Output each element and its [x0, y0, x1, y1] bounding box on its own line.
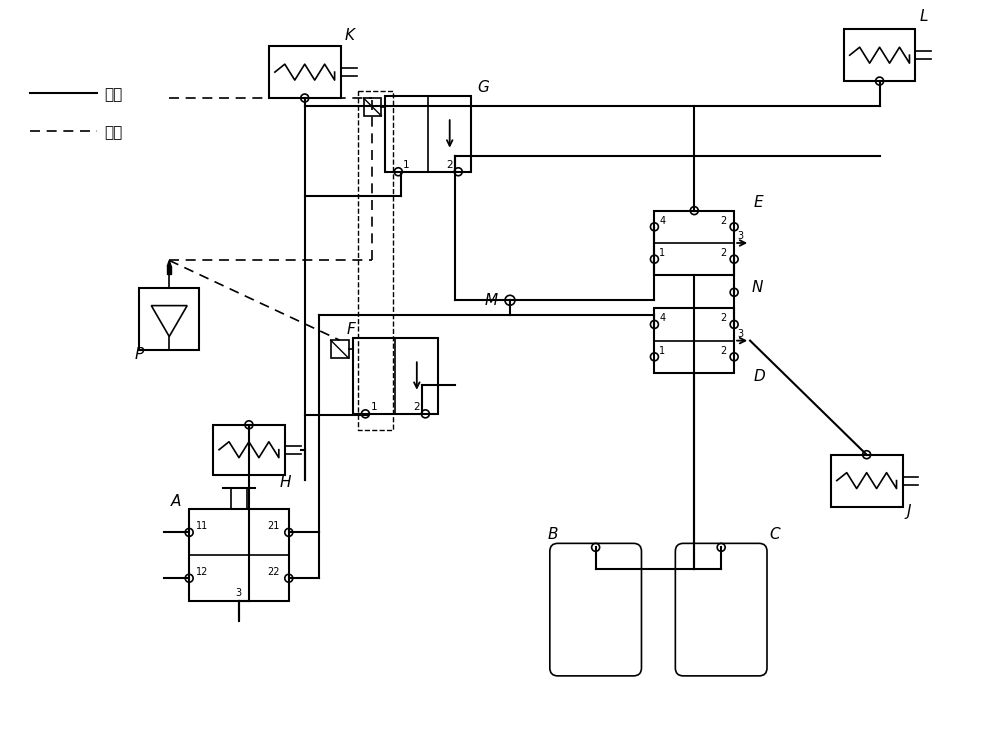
Text: K: K — [345, 28, 355, 43]
Polygon shape — [167, 261, 171, 267]
Text: 电路: 电路 — [104, 125, 123, 140]
Text: 1: 1 — [659, 346, 666, 356]
Text: C: C — [769, 527, 780, 542]
Text: 2: 2 — [720, 216, 726, 225]
Text: 12: 12 — [196, 567, 209, 577]
Bar — [213, 425, 285, 475]
Text: F: F — [347, 322, 355, 337]
Text: 1: 1 — [659, 248, 666, 258]
Text: 3: 3 — [235, 588, 241, 598]
Bar — [331, 340, 349, 358]
Text: 2: 2 — [720, 248, 726, 258]
Text: N: N — [752, 280, 763, 295]
Text: 4: 4 — [659, 313, 666, 324]
Bar — [385, 96, 471, 172]
Bar — [654, 210, 734, 276]
Text: A: A — [171, 494, 182, 509]
Bar — [364, 98, 381, 116]
Bar — [831, 455, 903, 506]
Text: G: G — [477, 80, 489, 95]
Text: 22: 22 — [267, 567, 279, 577]
Bar — [189, 509, 289, 601]
Text: 2: 2 — [446, 160, 453, 170]
Bar — [353, 338, 438, 414]
Bar — [139, 288, 199, 350]
Text: 3: 3 — [737, 231, 743, 241]
Text: L: L — [919, 9, 928, 24]
Polygon shape — [167, 267, 171, 274]
Bar — [654, 309, 734, 373]
Text: E: E — [754, 195, 764, 210]
Text: 11: 11 — [196, 521, 208, 532]
Text: 1: 1 — [370, 402, 377, 412]
Text: B: B — [548, 527, 558, 542]
Text: 2: 2 — [720, 346, 726, 356]
Text: 1: 1 — [403, 160, 410, 170]
Bar — [269, 46, 341, 98]
Bar — [844, 29, 915, 81]
Text: M: M — [485, 294, 498, 309]
Text: 气路: 气路 — [104, 87, 123, 102]
Text: J: J — [906, 505, 911, 520]
Text: 2: 2 — [720, 313, 726, 324]
Text: 21: 21 — [267, 521, 279, 532]
Text: D: D — [754, 369, 766, 384]
Text: 4: 4 — [659, 216, 666, 225]
Text: P: P — [134, 347, 144, 362]
Text: 3: 3 — [737, 329, 743, 339]
Text: 2: 2 — [413, 402, 420, 412]
Text: H: H — [280, 475, 291, 490]
